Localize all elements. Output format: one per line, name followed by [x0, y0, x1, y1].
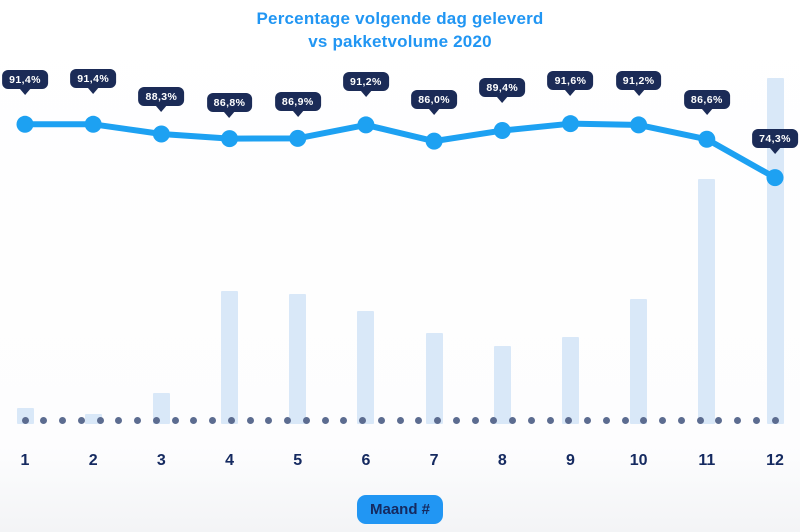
baseline-dot — [696, 416, 704, 424]
x-axis-tick-label: 1 — [20, 452, 30, 469]
baseline-dot — [134, 416, 141, 424]
trend-line-path — [22, 120, 778, 181]
baseline-dot — [771, 416, 779, 424]
value-tooltip: 91,2% — [343, 72, 389, 91]
x-axis-tick-label: 2 — [88, 452, 98, 469]
baseline-dot — [40, 416, 48, 424]
x-axis-tick-label: 7 — [429, 452, 439, 469]
volume-bar — [16, 408, 34, 424]
value-tooltip: 86,9% — [274, 92, 321, 111]
data-point-marker — [630, 116, 648, 134]
baseline-dot — [359, 416, 366, 424]
baseline-dot — [302, 416, 310, 424]
baseline-dot — [452, 416, 460, 424]
volume-bar — [357, 310, 375, 424]
chart-title-line1: Percentage volgende dag geleverd — [256, 9, 544, 28]
baseline-dot — [209, 416, 216, 424]
x-axis-tick-label: 10 — [629, 452, 648, 469]
baseline-dot — [640, 416, 648, 424]
volume-bar — [84, 413, 102, 424]
volume-bar — [289, 293, 307, 424]
baseline-dot — [115, 416, 123, 424]
chart-title-line2: vs pakketvolume 2020 — [308, 32, 492, 51]
baseline-dot — [340, 416, 348, 424]
baseline-dot — [21, 416, 29, 424]
data-point-marker — [561, 115, 579, 133]
data-point-marker — [493, 122, 511, 140]
baseline-dot — [246, 416, 254, 424]
data-point-marker — [152, 125, 170, 143]
volume-bar — [698, 179, 716, 424]
value-tooltip: 86,8% — [206, 93, 253, 112]
baseline-dot — [284, 416, 291, 424]
baseline-dot — [434, 416, 441, 424]
baseline-dot — [565, 416, 573, 424]
baseline-dot — [396, 416, 404, 424]
baseline-dot — [659, 416, 666, 424]
chart-title: Percentage volgende dag geleverd vs pakk… — [0, 7, 800, 53]
baseline-dot — [621, 416, 629, 424]
x-axis-tick-label: 8 — [497, 452, 507, 469]
x-axis-tick-label: 5 — [293, 452, 303, 469]
baseline-dot — [602, 416, 610, 424]
baseline-dot — [190, 416, 198, 424]
x-axis-tick-label: 4 — [225, 452, 234, 469]
baseline-dot — [265, 416, 273, 424]
data-point-marker — [289, 129, 307, 147]
baseline-dot — [377, 416, 385, 424]
data-point-marker — [766, 169, 784, 187]
data-point-marker — [221, 130, 239, 148]
baseline-dot — [415, 416, 423, 424]
baseline-dot — [715, 416, 723, 424]
volume-bar — [630, 299, 648, 424]
volume-bar — [561, 337, 579, 424]
baseline-dot — [546, 416, 554, 424]
value-tooltip: 91,6% — [547, 71, 594, 90]
baseline-dot — [227, 416, 235, 424]
baseline-dot — [752, 416, 760, 424]
value-tooltip: 86,6% — [683, 90, 730, 109]
baseline-dot — [59, 416, 66, 424]
x-axis-tick-label: 11 — [698, 452, 716, 469]
baseline-dot — [171, 416, 179, 424]
data-point-marker — [425, 132, 443, 150]
volume-bar — [425, 333, 443, 424]
volume-bar — [152, 392, 170, 424]
value-tooltip: 91,4% — [70, 69, 117, 88]
value-tooltip: 91,2% — [615, 71, 662, 90]
x-axis-tick-label: 3 — [156, 452, 166, 469]
baseline-dot — [734, 416, 741, 424]
baseline-dot — [471, 416, 479, 424]
data-point-marker — [84, 115, 102, 133]
x-axis-tick-label: 6 — [361, 452, 371, 469]
value-tooltip: 91,4% — [2, 70, 48, 89]
volume-bar — [766, 78, 784, 424]
value-tooltip: 88,3% — [138, 87, 185, 106]
x-axis-tick-label: 12 — [766, 452, 784, 469]
data-point-marker — [357, 116, 375, 134]
baseline-dot — [490, 416, 498, 424]
x-axis-label-badge: Maand # — [356, 495, 444, 524]
baseline-dot — [77, 416, 85, 424]
volume-bar — [221, 291, 239, 424]
baseline-dot — [509, 416, 516, 424]
value-tooltip: 74,3% — [752, 129, 798, 148]
value-tooltip: 86,0% — [411, 90, 457, 109]
volume-bar — [493, 346, 511, 424]
data-point-marker — [698, 130, 716, 148]
value-tooltip: 89,4% — [479, 78, 526, 97]
baseline-dot — [96, 416, 104, 424]
baseline-dot — [584, 416, 591, 424]
data-point-marker — [16, 115, 34, 133]
baseline-dot — [321, 416, 329, 424]
baseline-dot — [677, 416, 685, 424]
baseline-dot — [527, 416, 535, 424]
x-axis-tick-label: 9 — [566, 452, 575, 469]
baseline-dot — [152, 416, 160, 424]
